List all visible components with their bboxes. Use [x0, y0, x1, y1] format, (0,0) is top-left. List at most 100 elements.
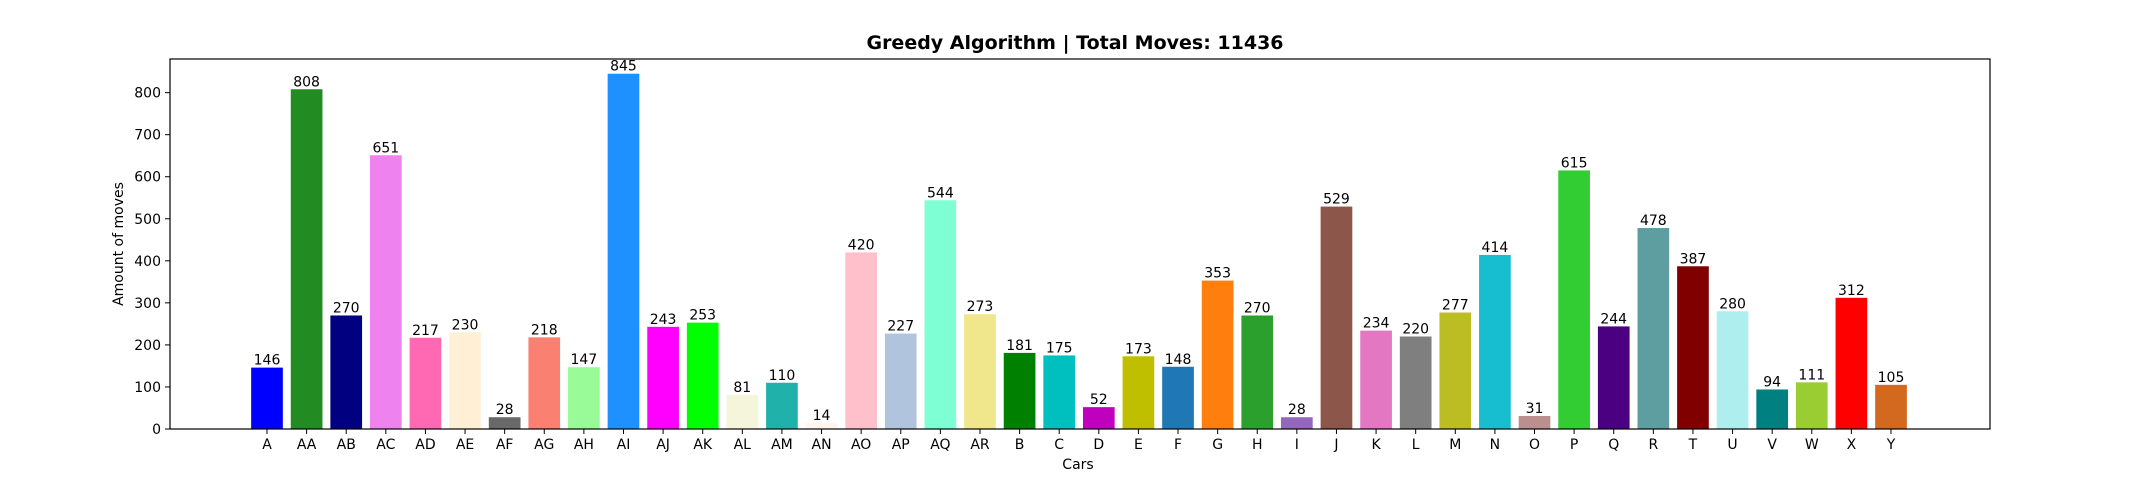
x-tick-label-w: W: [1805, 437, 1819, 453]
data-label-ab: 270: [333, 300, 360, 316]
bar-d: [1082, 407, 1115, 429]
x-tick-label-m: M: [1449, 437, 1461, 453]
bar-ae: [449, 332, 481, 429]
data-labels-group: 146 808 270 651 217 230 28 218 147 845 243 253 81 110…: [254, 59, 1905, 424]
data-label-ai: 845: [610, 59, 637, 75]
data-label-w: 111: [1798, 367, 1825, 383]
x-tick-label-d: D: [1093, 437, 1104, 453]
data-label-g: 353: [1204, 266, 1231, 282]
data-label-v: 94: [1763, 374, 1781, 390]
data-label-m: 277: [1442, 298, 1469, 314]
data-label-a: 146: [254, 353, 281, 369]
y-tick-label-800: 800: [134, 86, 161, 102]
x-tick-label-ah: AH: [574, 437, 594, 453]
bar-t: [1677, 266, 1709, 429]
bar-aj: [647, 326, 679, 429]
bar-ah: [568, 367, 600, 429]
bar-m: [1439, 312, 1472, 429]
x-tick-label-f: F: [1174, 437, 1182, 453]
bar-ac: [369, 155, 402, 429]
bar-ai: [607, 73, 640, 429]
bar-k: [1360, 330, 1392, 429]
x-tick-label-p: P: [1570, 437, 1578, 453]
bar-u: [1716, 311, 1749, 429]
x-tick-label-af: AF: [496, 437, 514, 453]
data-label-ak: 253: [689, 308, 716, 324]
data-label-aq: 544: [927, 185, 954, 201]
bar-aa: [290, 89, 323, 430]
bar-h: [1241, 315, 1274, 429]
bar-ap: [884, 333, 917, 429]
y-tick-label-200: 200: [134, 338, 161, 354]
data-label-am: 110: [769, 368, 796, 384]
data-label-ag: 218: [531, 322, 558, 338]
x-tick-label-aj: AJ: [656, 437, 670, 453]
bar-ad: [409, 337, 442, 429]
x-tick-label-ap: AP: [892, 437, 910, 453]
data-label-i: 28: [1288, 402, 1306, 418]
x-tick-label-o: O: [1529, 437, 1540, 453]
x-tick-label-i: I: [1295, 437, 1299, 453]
data-label-h: 270: [1244, 300, 1271, 316]
x-tick-label-ag: AG: [534, 437, 554, 453]
x-tick-label-e: E: [1134, 437, 1143, 453]
x-tick-label-q: Q: [1608, 437, 1619, 453]
data-label-k: 234: [1363, 316, 1390, 332]
bar-q: [1597, 326, 1630, 429]
bar-ao: [845, 252, 877, 429]
data-label-af: 28: [496, 402, 514, 418]
data-label-ao: 420: [848, 237, 875, 253]
bar-al: [726, 394, 759, 429]
x-axis: A AA AB AC AD AE AF AG AH AI AJ AK AL AM AN AO AP AQ AR B C D…: [262, 429, 1896, 453]
x-tick-label-u: U: [1727, 437, 1737, 453]
data-label-l: 220: [1402, 322, 1429, 338]
y-tick-label-600: 600: [134, 170, 161, 186]
y-tick-label-0: 0: [152, 422, 161, 438]
data-label-ap: 227: [887, 319, 914, 335]
x-tick-label-am: AM: [771, 437, 793, 453]
bars-group: [251, 73, 1907, 430]
data-label-aa: 808: [293, 74, 320, 90]
bar-o: [1518, 415, 1551, 429]
x-tick-label-an: AN: [812, 437, 832, 453]
bar-y: [1875, 384, 1907, 429]
bar-p: [1558, 170, 1590, 430]
x-tick-label-ab: AB: [337, 437, 356, 453]
bar-j: [1320, 206, 1353, 429]
data-label-e: 173: [1125, 341, 1152, 357]
x-tick-label-r: R: [1648, 437, 1658, 453]
x-tick-label-l: L: [1412, 437, 1420, 453]
y-tick-label-100: 100: [134, 380, 161, 396]
data-label-aj: 243: [650, 312, 677, 328]
data-label-an: 14: [813, 408, 831, 424]
y-tick-label-400: 400: [134, 254, 161, 270]
bar-ak: [686, 322, 719, 430]
bar-af: [488, 417, 521, 429]
data-label-b: 181: [1006, 338, 1033, 354]
bar-g: [1201, 280, 1234, 429]
bar-x: [1835, 297, 1868, 429]
data-label-c: 175: [1046, 340, 1073, 356]
x-tick-label-aa: AA: [297, 437, 317, 453]
bar-aq: [924, 200, 957, 429]
x-tick-label-ak: AK: [693, 437, 713, 453]
x-tick-label-a: A: [262, 437, 272, 453]
bar-l: [1399, 336, 1432, 429]
x-tick-label-h: H: [1252, 437, 1263, 453]
x-tick-label-j: J: [1333, 437, 1338, 453]
x-tick-label-aq: AQ: [930, 437, 950, 453]
data-label-q: 244: [1600, 311, 1627, 327]
bar-c: [1043, 355, 1076, 429]
x-tick-label-x: X: [1847, 437, 1857, 453]
data-label-n: 414: [1482, 240, 1509, 256]
bar-f: [1162, 366, 1194, 429]
bar-w: [1795, 382, 1828, 429]
data-label-p: 615: [1561, 155, 1588, 171]
bar-am: [766, 382, 798, 429]
data-label-t: 387: [1680, 251, 1707, 267]
x-tick-label-al: AL: [734, 437, 752, 453]
plot-frame: [169, 58, 1991, 430]
data-label-j: 529: [1323, 192, 1350, 208]
bar-r: [1637, 228, 1670, 429]
